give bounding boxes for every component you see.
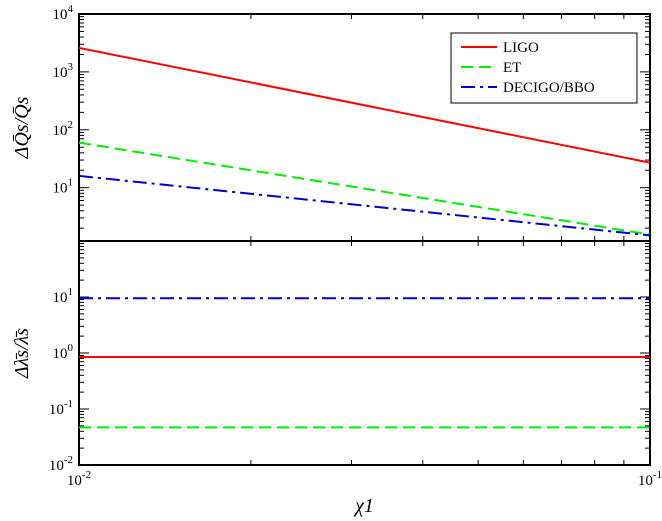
y-tick-label-base: 10 bbox=[49, 458, 64, 474]
y-tick-label: 101 bbox=[53, 177, 74, 197]
y-tick-label: 10-1 bbox=[49, 398, 73, 418]
series-line-decigo-bbo-top bbox=[78, 174, 651, 237]
series-line-ligo-top bbox=[78, 46, 651, 164]
y-tick-label-exponent: 2 bbox=[68, 119, 74, 131]
legend-label: DECIGO/BBO bbox=[503, 80, 595, 96]
x-tick-label-base: 10 bbox=[638, 473, 653, 489]
y-tick-label: 10-2 bbox=[49, 454, 73, 474]
x-tick-label: 10-1 bbox=[638, 469, 662, 489]
y-tick-label-base: 10 bbox=[53, 65, 68, 81]
y-tick-label: 102 bbox=[53, 119, 74, 139]
y-tick-label-exponent: 1 bbox=[68, 286, 74, 298]
y-tick-label: 100 bbox=[53, 342, 74, 362]
x-tick-label-exponent: -2 bbox=[82, 469, 91, 481]
y-tick-label-base: 10 bbox=[53, 7, 68, 23]
y-tick-label-base: 10 bbox=[53, 123, 68, 139]
y-tick-label-exponent: -1 bbox=[64, 398, 73, 410]
legend-label: ET bbox=[503, 60, 521, 76]
y-tick-label-base: 10 bbox=[53, 290, 68, 306]
x-tick-label-base: 10 bbox=[67, 473, 82, 489]
y-tick-label-base: 10 bbox=[49, 402, 64, 418]
y-tick-label-base: 10 bbox=[53, 346, 68, 362]
y-tick-label-base: 10 bbox=[53, 181, 68, 197]
y-tick-label: 104 bbox=[53, 3, 74, 23]
legend-label: LIGO bbox=[503, 40, 539, 56]
y-tick-label-exponent: 4 bbox=[68, 3, 74, 15]
chart-panels: 101102103104ΔQ̄s/Q̄sLIGOETDECIGO/BBO10-2… bbox=[11, 3, 662, 517]
y-axis-label-top: ΔQ̄s/Q̄s bbox=[11, 96, 33, 159]
y-tick-label: 103 bbox=[53, 61, 74, 81]
y-tick-label-exponent: -2 bbox=[64, 454, 73, 466]
x-axis-label: χ1 bbox=[353, 495, 374, 517]
plot-frame-bottom bbox=[78, 240, 651, 466]
y-tick-label: 101 bbox=[53, 286, 74, 306]
y-axis-label-bottom: Δλ̄s/λ̄s bbox=[11, 328, 33, 379]
x-tick-label: 10-2 bbox=[67, 469, 91, 489]
legend: LIGO ET DECIGO/BBO bbox=[450, 32, 638, 104]
x-tick-label-exponent: -1 bbox=[653, 469, 662, 481]
y-tick-label-exponent: 0 bbox=[68, 342, 74, 354]
series-line-et-top bbox=[78, 141, 651, 236]
y-tick-label-exponent: 3 bbox=[68, 61, 74, 73]
y-tick-label-exponent: 1 bbox=[68, 177, 74, 189]
